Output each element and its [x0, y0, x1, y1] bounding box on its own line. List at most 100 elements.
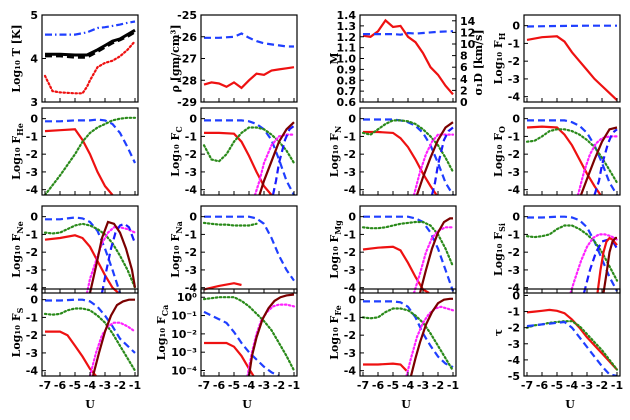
ytick-label-rho: -29 — [177, 96, 197, 109]
ytick-label-FFe: -2 — [344, 329, 356, 342]
ytick-label-FO: -1 — [508, 130, 520, 143]
ytick-label-FNa: -2 — [185, 246, 197, 259]
series-FFe-ion3 — [361, 307, 455, 372]
ytick-label-FH: -4 — [508, 91, 521, 104]
ytick-label-FO: -4 — [508, 184, 521, 197]
xtick-label: -5 — [69, 379, 81, 392]
ytick-label-FNa: -4 — [185, 282, 198, 295]
ylabel-FCa: Log₁₀ FCa — [155, 305, 170, 361]
series-FMg-ion1 — [362, 245, 430, 293]
ytick-label-FC: -4 — [185, 184, 198, 197]
ylabel-FMg: Log₁₀ FMg — [328, 220, 343, 279]
y2tick-label-M: 0 — [460, 96, 468, 109]
ytick-label-FO: 0 — [512, 113, 520, 126]
series-FHe-ion0 — [44, 128, 114, 195]
ytick-label-FS: -4 — [26, 365, 39, 378]
ytick-label-FN: 0 — [348, 113, 356, 126]
series-FNe-ion3 — [43, 222, 137, 289]
series-FN-ion6 — [415, 121, 454, 195]
series-rho-rho_max — [204, 32, 294, 48]
ytick-label-rho: -27 — [177, 53, 197, 66]
xtick-label: -7 — [357, 379, 369, 392]
frame-FMg — [359, 205, 457, 294]
ytick-label-FH: -3 — [508, 73, 520, 86]
series-tau-tau_He2 — [526, 320, 618, 376]
ytick-label-FNa: -1 — [185, 228, 197, 241]
ytick-label-FSi: -1 — [508, 228, 520, 241]
ytick-label-FSi: -4 — [508, 282, 521, 295]
series-T-T_min — [43, 39, 137, 95]
ytick-label-FS: 0 — [30, 294, 38, 307]
ytick-label-FH: -2 — [508, 55, 520, 68]
series-FSi-ion4 — [569, 233, 619, 293]
ylabel-FO: Log₁₀ FO — [492, 126, 507, 177]
ytick-label-FC: -1 — [185, 130, 197, 143]
ytick-label-FNe: 0 — [30, 211, 38, 224]
xlabel-col2: U — [242, 398, 252, 411]
ytick-label-M: 0.7 — [337, 85, 357, 98]
series-M-sigma_1D — [363, 30, 454, 36]
xtick-label: -6 — [372, 379, 385, 392]
frame-tau — [523, 288, 621, 377]
series-FN-ion3 — [361, 119, 455, 173]
ytick-label-FFe: -1 — [344, 311, 356, 324]
ytick-label-FN: -2 — [344, 148, 356, 161]
xtick-label: -1 — [288, 379, 300, 392]
ylabel-rho: ρ [gm/cm³] — [169, 24, 182, 92]
ylabel-FSi: Log₁₀ FSi — [492, 223, 507, 276]
series-FCa-ion2 — [203, 310, 280, 376]
y2tick-label-M: 12 — [460, 26, 475, 39]
series-FC-ion2 — [204, 119, 295, 195]
ytick-label-FMg: 0 — [348, 211, 356, 224]
ytick-label-FCa: 10⁻² — [171, 328, 197, 341]
xtick-label: -4 — [84, 379, 97, 392]
panel-FCa: 10⁰ 10⁻¹ 10⁻² 10⁻³ 10⁻⁴-7 -6 -5 -4 -3 -2 -1 Log₁₀ F… — [155, 288, 300, 392]
ylabel-FFe: Log₁₀ FFe — [328, 305, 343, 359]
ytick-label-FHe: -2 — [26, 148, 38, 161]
series-FS-ion1 — [45, 330, 97, 376]
xtick-label: -2 — [114, 379, 126, 392]
xtick-label: -2 — [273, 379, 285, 392]
ytick-label-FS: -1 — [26, 311, 38, 324]
ytick-label-FCa: 10⁻³ — [171, 346, 197, 359]
xtick-label: -5 — [551, 379, 563, 392]
series-T-T_max — [45, 20, 136, 36]
series-FSi-ion2 — [527, 215, 618, 292]
ytick-label-FMg: -4 — [344, 282, 357, 295]
ytick-label-FNe: -3 — [26, 264, 38, 277]
ytick-label-FCa: 10⁻⁴ — [171, 365, 197, 378]
series-FH-ion1 — [526, 24, 617, 28]
xtick-label: -5 — [387, 379, 399, 392]
xtick-label: -6 — [54, 379, 67, 392]
xtick-label: -3 — [581, 379, 593, 392]
y2tick-label-M: 2 — [460, 84, 468, 97]
series-tau-tau_H — [526, 308, 618, 371]
xtick-label: -7 — [39, 379, 51, 392]
xtick-label: -3 — [258, 379, 270, 392]
ytick-label-M: 0.9 — [337, 63, 357, 76]
y2tick-label-M: 10 — [460, 38, 476, 51]
ytick-label-M: 1.0 — [337, 53, 357, 66]
xtick-label: -6 — [213, 379, 226, 392]
ytick-label-tau: 0 — [512, 289, 520, 302]
series-FHe-ion1 — [45, 118, 136, 164]
ytick-label-tau: -5 — [508, 370, 520, 383]
ytick-label-M: 0.8 — [337, 74, 357, 87]
series-FHe-ion2 — [43, 116, 137, 195]
y2tick-label-M: 6 — [460, 61, 468, 74]
series-FN-ion1 — [363, 130, 438, 195]
frame-FNa — [200, 205, 298, 294]
ylabel-FHe: Log₁₀ FHe — [10, 123, 25, 180]
ytick-label-FMg: -2 — [344, 246, 356, 259]
ytick-label-FSi: -3 — [508, 264, 520, 277]
series-FO-ion3 — [525, 128, 619, 184]
series-FNe-ion1 — [44, 234, 120, 293]
ytick-label-FS: -2 — [26, 329, 38, 342]
ylabel-FC: Log₁₀ FC — [169, 126, 184, 176]
ytick-label-M: 0.6 — [337, 96, 357, 109]
series-FC-ion6 — [258, 121, 295, 195]
